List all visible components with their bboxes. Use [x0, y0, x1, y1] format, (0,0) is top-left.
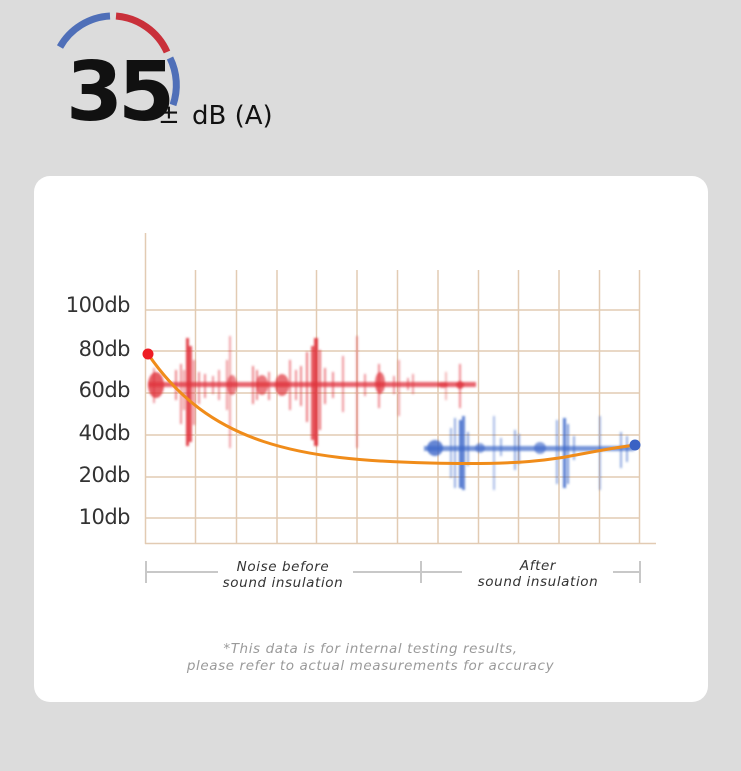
gauge-arc-icon [56, 12, 180, 107]
chart-card [34, 176, 708, 702]
trend-curve [146, 352, 637, 465]
end-point-dot [629, 439, 641, 451]
y-tick-60: 60db [78, 378, 131, 402]
segment-before-line2: sound insulation [222, 575, 344, 591]
segment-after-line1: After [519, 558, 557, 574]
x-segment-brackets [145, 561, 641, 583]
y-tick-100: 100db [65, 293, 131, 317]
chart-grid [144, 233, 656, 545]
y-tick-80: 80db [78, 337, 131, 361]
waveform-before [148, 336, 476, 448]
noise-reduction-value: 35 [66, 45, 175, 140]
segment-label-after: After sound insulation [450, 558, 626, 590]
noise-reduction-badge: 35 ± dB (A) [0, 0, 300, 150]
segment-label-before: Noise before sound insulation [195, 559, 371, 591]
segment-after-line2: sound insulation [477, 574, 599, 590]
y-tick-40: 40db [78, 421, 131, 445]
unit-label: dB (A) [192, 101, 273, 131]
footnote-line2: please refer to actual measurements for … [186, 658, 555, 674]
disclaimer-footnote: *This data is for internal testing resul… [0, 641, 741, 675]
footnote-line1: *This data is for internal testing resul… [223, 641, 518, 657]
waveform-after [424, 416, 634, 490]
start-point-dot [142, 348, 154, 360]
y-tick-10: 10db [78, 505, 131, 529]
plus-minus-symbol: ± [158, 100, 180, 130]
y-tick-20: 20db [78, 463, 131, 487]
segment-before-line1: Noise before [236, 559, 330, 575]
